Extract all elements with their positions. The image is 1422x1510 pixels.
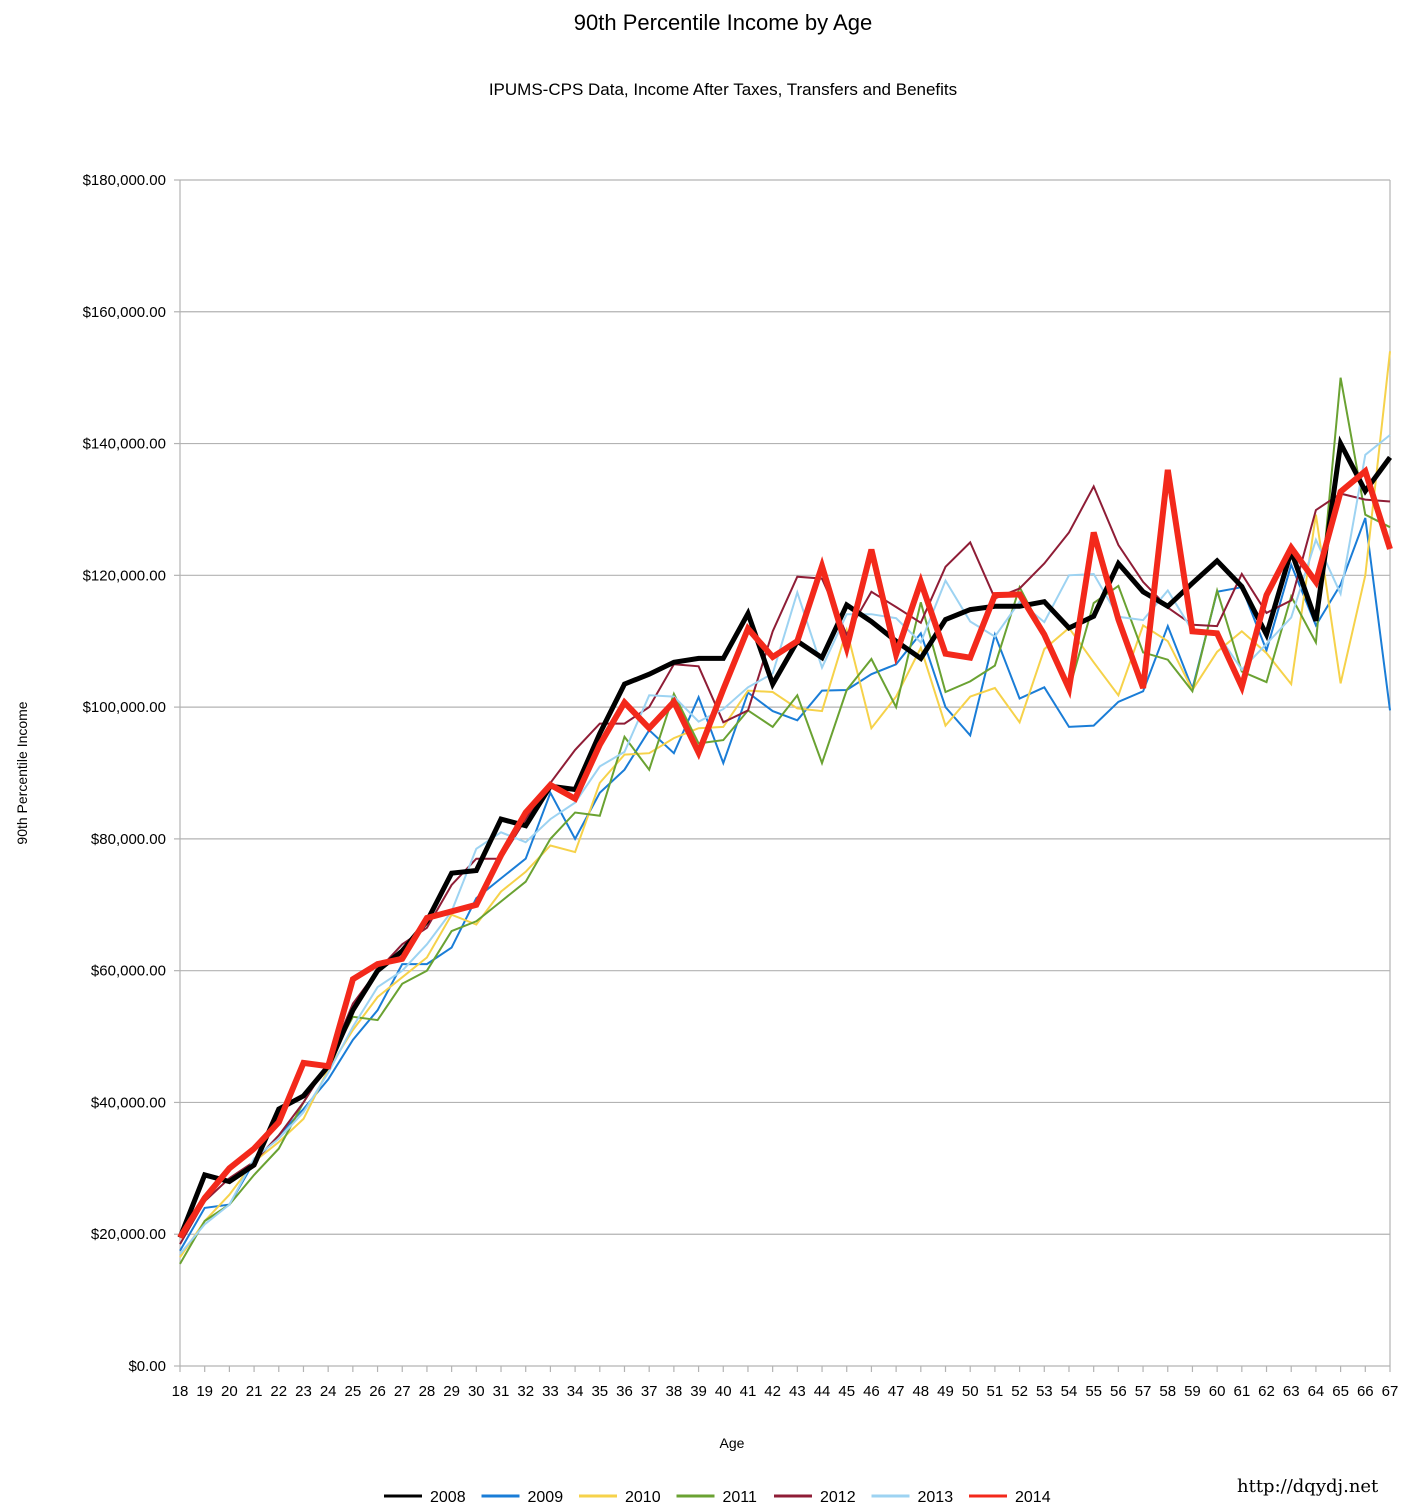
- y-tick-label: $40,000.00: [91, 1094, 166, 1111]
- x-tick-label: 56: [1110, 1383, 1127, 1400]
- y-axis-label: 90th Percentile Income: [14, 701, 30, 844]
- series-line-2008: [177, 435, 1393, 1239]
- x-tick-label: 54: [1061, 1383, 1078, 1400]
- legend-label-2013: 2013: [918, 1489, 954, 1506]
- x-tick-label: 27: [394, 1383, 411, 1400]
- legend: 2008 2009 2010 2011 2012 2013 2014: [384, 1489, 1051, 1506]
- watermark-url: http://dqydj.net: [1237, 1476, 1379, 1497]
- grid-lines: [180, 179, 1390, 1367]
- y-tick-labels: $0.00 $20,000.00 $40,000.00 $60,000.00 $80,0…: [83, 172, 166, 1375]
- x-tick-label: 47: [888, 1383, 905, 1400]
- x-axis-label: Age: [720, 1435, 745, 1451]
- series-lines: [177, 351, 1393, 1265]
- series-line-2009: [179, 517, 1391, 1252]
- x-tick-label: 46: [863, 1383, 880, 1400]
- x-tick-label: 24: [320, 1383, 337, 1400]
- x-tick-label: 65: [1332, 1383, 1349, 1400]
- legend-label-2010: 2010: [625, 1489, 661, 1506]
- y-tick-label: $80,000.00: [91, 831, 166, 848]
- x-tick-label: 35: [591, 1383, 608, 1400]
- x-tick-label: 67: [1382, 1383, 1399, 1400]
- x-tick-label: 30: [468, 1383, 485, 1400]
- legend-label-2008: 2008: [430, 1489, 466, 1506]
- series-line-2012: [179, 484, 1391, 1245]
- legend-label-2014: 2014: [1015, 1489, 1051, 1506]
- y-tick-label: $140,000.00: [83, 436, 166, 453]
- x-tick-label: 45: [838, 1383, 855, 1400]
- x-tick-label: 26: [369, 1383, 386, 1400]
- x-tick-label: 41: [740, 1383, 757, 1400]
- x-tick-label: 50: [962, 1383, 979, 1400]
- x-tick-label: 63: [1283, 1383, 1300, 1400]
- x-tick-label: 64: [1308, 1383, 1325, 1400]
- x-tick-label: 55: [1085, 1383, 1102, 1400]
- chart-subtitle: IPUMS-CPS Data, Income After Taxes, Tran…: [489, 80, 957, 99]
- x-tick-label: 57: [1135, 1383, 1152, 1400]
- y-tick-label: $20,000.00: [91, 1226, 166, 1243]
- x-tick-label: 33: [542, 1383, 559, 1400]
- x-tick-label: 51: [987, 1383, 1004, 1400]
- x-tick-label: 40: [715, 1383, 732, 1400]
- y-tick-label: $120,000.00: [83, 567, 166, 584]
- series-line-2013: [179, 434, 1391, 1255]
- x-tick-label: 44: [814, 1383, 831, 1400]
- series-line-2014: [177, 466, 1393, 1240]
- y-tick-label: $180,000.00: [83, 172, 166, 189]
- legend-label-2012: 2012: [820, 1489, 856, 1506]
- x-tick-label: 32: [517, 1383, 534, 1400]
- x-tick-label: 48: [912, 1383, 929, 1400]
- x-tick-label: 39: [690, 1383, 707, 1400]
- x-tick-label: 62: [1258, 1383, 1275, 1400]
- x-tick-label: 36: [616, 1383, 633, 1400]
- series-line-2011: [179, 377, 1391, 1265]
- x-tick-label: 28: [419, 1383, 436, 1400]
- x-tick-label: 60: [1209, 1383, 1226, 1400]
- x-tick-label: 22: [270, 1383, 287, 1400]
- x-tick-label: 53: [1036, 1383, 1053, 1400]
- x-tick-label: 20: [221, 1383, 238, 1400]
- x-tick-label: 42: [764, 1383, 781, 1400]
- chart-title: 90th Percentile Income by Age: [574, 10, 872, 35]
- legend-label-2011: 2011: [723, 1489, 758, 1506]
- x-tick-label: 21: [246, 1383, 263, 1400]
- y-tick-label: $0.00: [128, 1358, 166, 1375]
- x-tick-label: 29: [443, 1383, 460, 1400]
- x-tick-label: 43: [789, 1383, 806, 1400]
- x-tick-label: 52: [1011, 1383, 1028, 1400]
- y-tick-label: $100,000.00: [83, 699, 166, 716]
- legend-label-2009: 2009: [528, 1489, 564, 1506]
- x-tick-label: 19: [196, 1383, 213, 1400]
- x-tick-label: 38: [666, 1383, 683, 1400]
- x-tick-label: 18: [172, 1383, 189, 1400]
- x-tick-label: 49: [937, 1383, 954, 1400]
- x-tick-label: 25: [345, 1383, 362, 1400]
- x-tick-label: 37: [641, 1383, 658, 1400]
- x-tick-label: 66: [1357, 1383, 1374, 1400]
- y-tick-label: $60,000.00: [91, 963, 166, 980]
- x-tick-labels: 18 19 20 21 22 23 24 25 26 27 28 29 30 31 32 33 34 35 36 37…: [172, 1383, 1399, 1400]
- axes: [174, 179, 1391, 1372]
- x-tick-label: 58: [1159, 1383, 1176, 1400]
- x-tick-label: 34: [567, 1383, 584, 1400]
- x-tick-label: 31: [493, 1383, 510, 1400]
- x-tick-label: 61: [1233, 1383, 1250, 1400]
- series-line-2010: [179, 351, 1391, 1258]
- x-tick-label: 59: [1184, 1383, 1201, 1400]
- x-tick-label: 23: [295, 1383, 312, 1400]
- y-tick-label: $160,000.00: [83, 304, 166, 321]
